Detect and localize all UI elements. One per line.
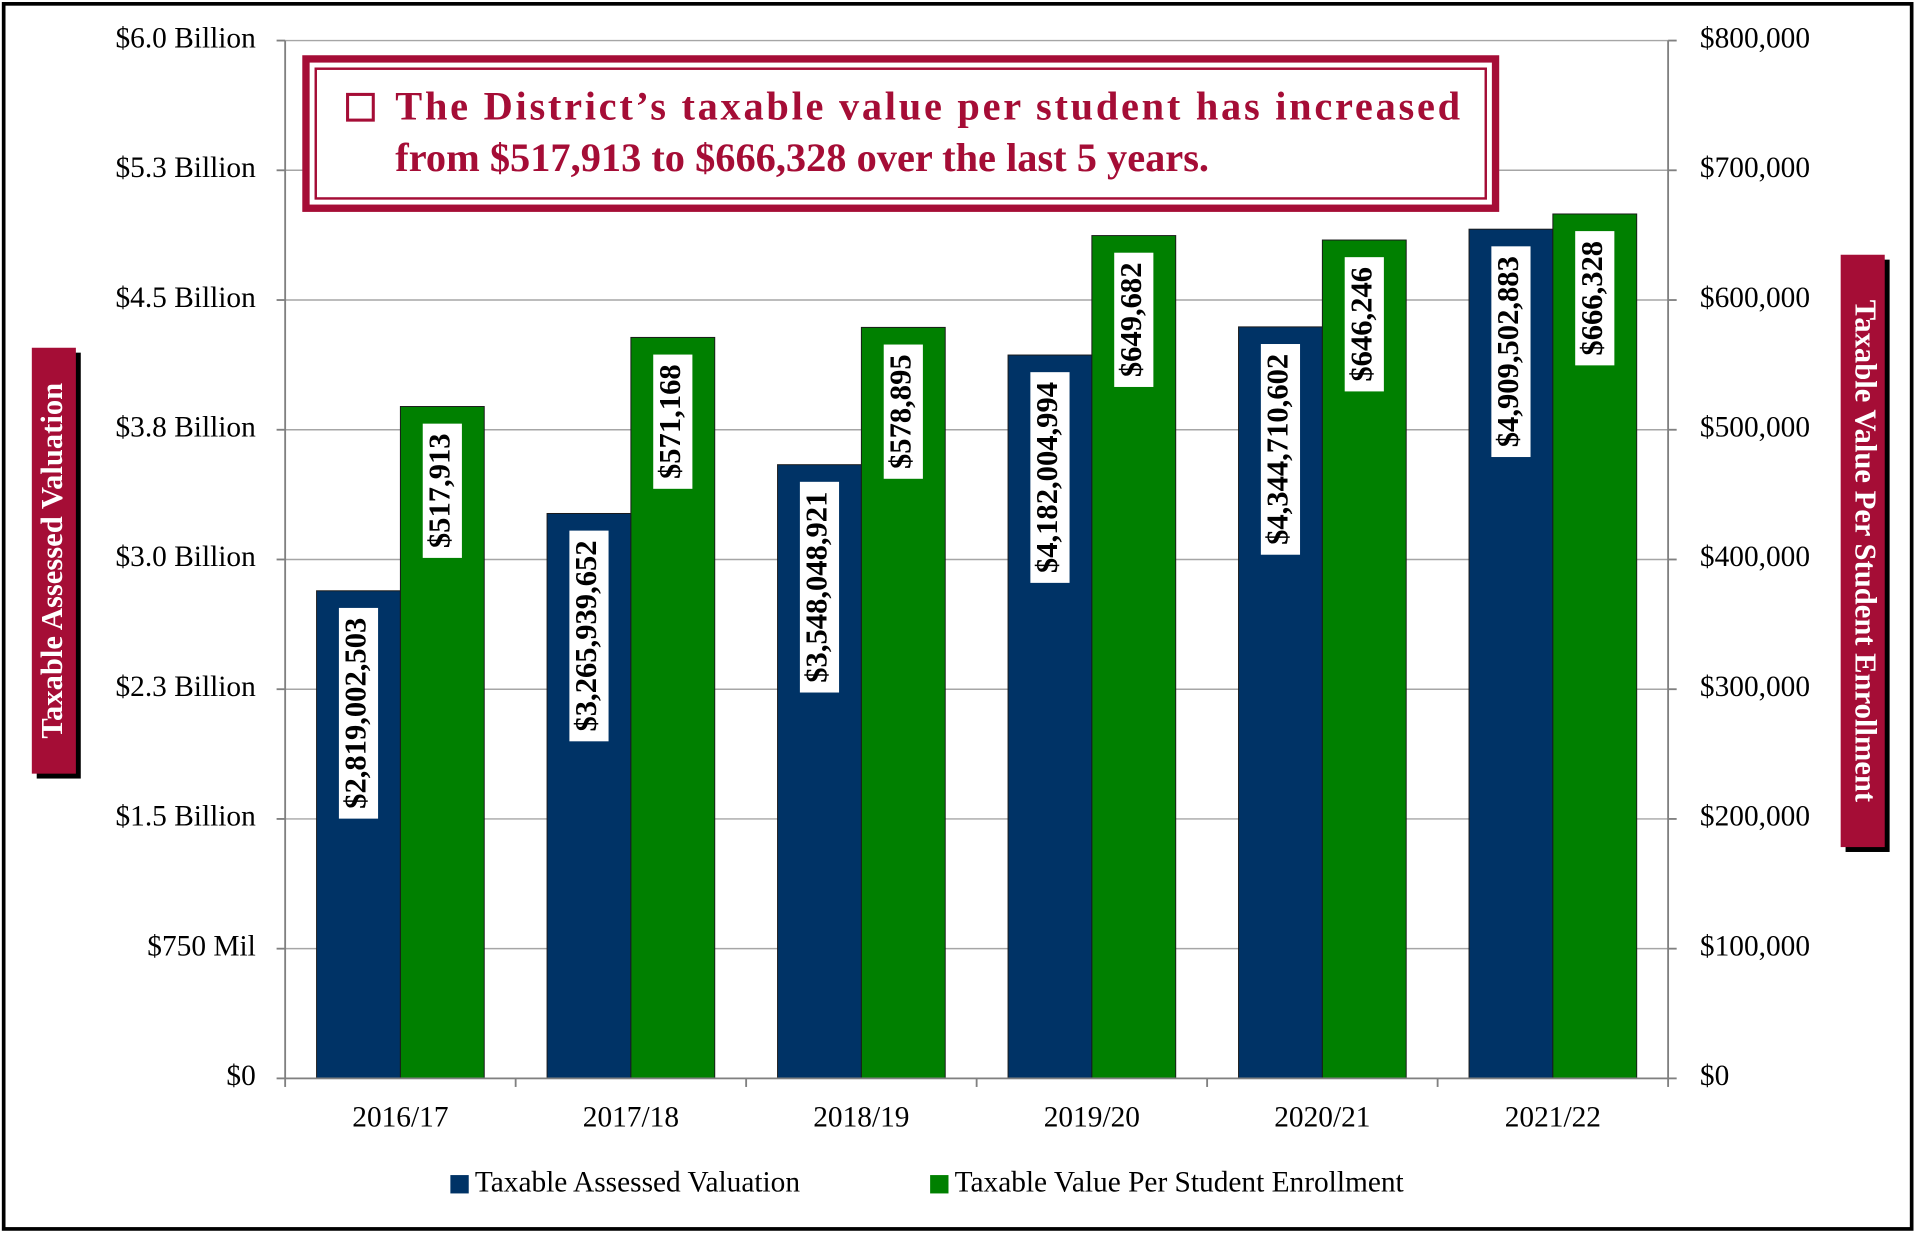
value-label-box: [1114, 252, 1154, 387]
bullet: [346, 92, 375, 122]
x-tick-label: 2019/20: [1044, 1102, 1140, 1134]
y2-axis-title: Taxable Value Per Student Enrollment: [1840, 254, 1890, 852]
value-label: $4,909,502,883: [1491, 256, 1525, 447]
annotation-inner-box: [314, 67, 1487, 200]
value-label: $2,819,002,503: [339, 618, 373, 809]
value-label-box: [1260, 344, 1301, 555]
x-tick-label: 2016/17: [352, 1102, 448, 1134]
y2-tick-label: $500,000: [1700, 411, 1810, 443]
y2-tick-label: $400,000: [1700, 541, 1810, 573]
value-label-box: [569, 530, 609, 742]
value-label-box: [1030, 372, 1070, 583]
x-tick-label: 2018/19: [813, 1102, 909, 1134]
x-tick-label: 2020/21: [1274, 1102, 1370, 1134]
value-label-box: [1575, 231, 1615, 366]
y-tick-label: $6.0 Billion: [115, 22, 256, 54]
y2-tick-label: $800,000: [1700, 22, 1810, 54]
y2-tick-label: $100,000: [1700, 930, 1810, 962]
y2-tick-label: $200,000: [1700, 801, 1810, 833]
value-label: $649,682: [1114, 262, 1148, 377]
legend-swatch: [450, 1175, 469, 1194]
annotation-text: from $517,913 to $666,328 over the last …: [395, 135, 1209, 180]
y2-tick-label: $300,000: [1700, 671, 1810, 703]
annotation-box: [302, 55, 1500, 212]
y-tick-label: $750 Mil: [147, 930, 255, 962]
value-label: $4,344,710,602: [1260, 354, 1294, 545]
y2-axis-label: Taxable Value Per Student Enrollment: [1849, 300, 1883, 803]
y-tick-label: $0: [226, 1060, 255, 1092]
value-label: $646,246: [1344, 267, 1378, 382]
x-tick-label: 2021/22: [1505, 1102, 1601, 1134]
value-label-box: [338, 607, 379, 819]
legend: Taxable Assessed Valuation Taxable Value …: [450, 1167, 1404, 1199]
y-axis-title: Taxable Assessed Valuation: [31, 347, 81, 779]
legend-swatch: [930, 1175, 949, 1194]
y2-tick-label: $700,000: [1700, 152, 1810, 184]
value-label-box: [422, 423, 462, 558]
labels: 2016/17 $2,819,002,503 $517,913 2017/18 $3,2…: [339, 231, 1615, 1134]
value-label: $517,913: [422, 433, 456, 548]
title-box: [31, 347, 76, 774]
annotation: The District’s taxable value per student…: [302, 55, 1500, 212]
value-label: $3,548,048,921: [799, 492, 833, 683]
y-tick-label: $1.5 Billion: [115, 801, 256, 833]
value-label-box: [653, 354, 693, 489]
legend-label: Taxable Value Per Student Enrollment: [955, 1167, 1404, 1199]
y-axis-label: Taxable Assessed Valuation: [35, 383, 69, 739]
y-tick-label: $5.3 Billion: [115, 152, 256, 184]
value-label-box: [883, 344, 923, 479]
value-label: $4,182,004,994: [1030, 382, 1064, 573]
y2-tick-label: $0: [1700, 1060, 1729, 1092]
y-tick-label: $2.3 Billion: [115, 671, 256, 703]
value-label: $578,895: [883, 354, 917, 469]
value-label-box: [799, 481, 840, 693]
y-tick-label: $3.0 Billion: [115, 541, 256, 573]
title-box: [1840, 254, 1885, 848]
y-tick-label: $3.8 Billion: [115, 411, 256, 443]
y-tick-label: $4.5 Billion: [115, 282, 256, 314]
x-tick-label: 2017/18: [583, 1102, 679, 1134]
annotation-text: The District’s taxable value per student…: [395, 84, 1460, 129]
value-label: $3,265,939,652: [569, 540, 603, 731]
legend-label: Taxable Assessed Valuation: [475, 1167, 801, 1199]
value-label: $666,328: [1575, 241, 1609, 356]
y2-tick-label: $600,000: [1700, 282, 1810, 314]
value-label-box: [1491, 246, 1531, 458]
value-label-box: [1344, 257, 1384, 392]
value-label: $571,168: [653, 364, 687, 479]
